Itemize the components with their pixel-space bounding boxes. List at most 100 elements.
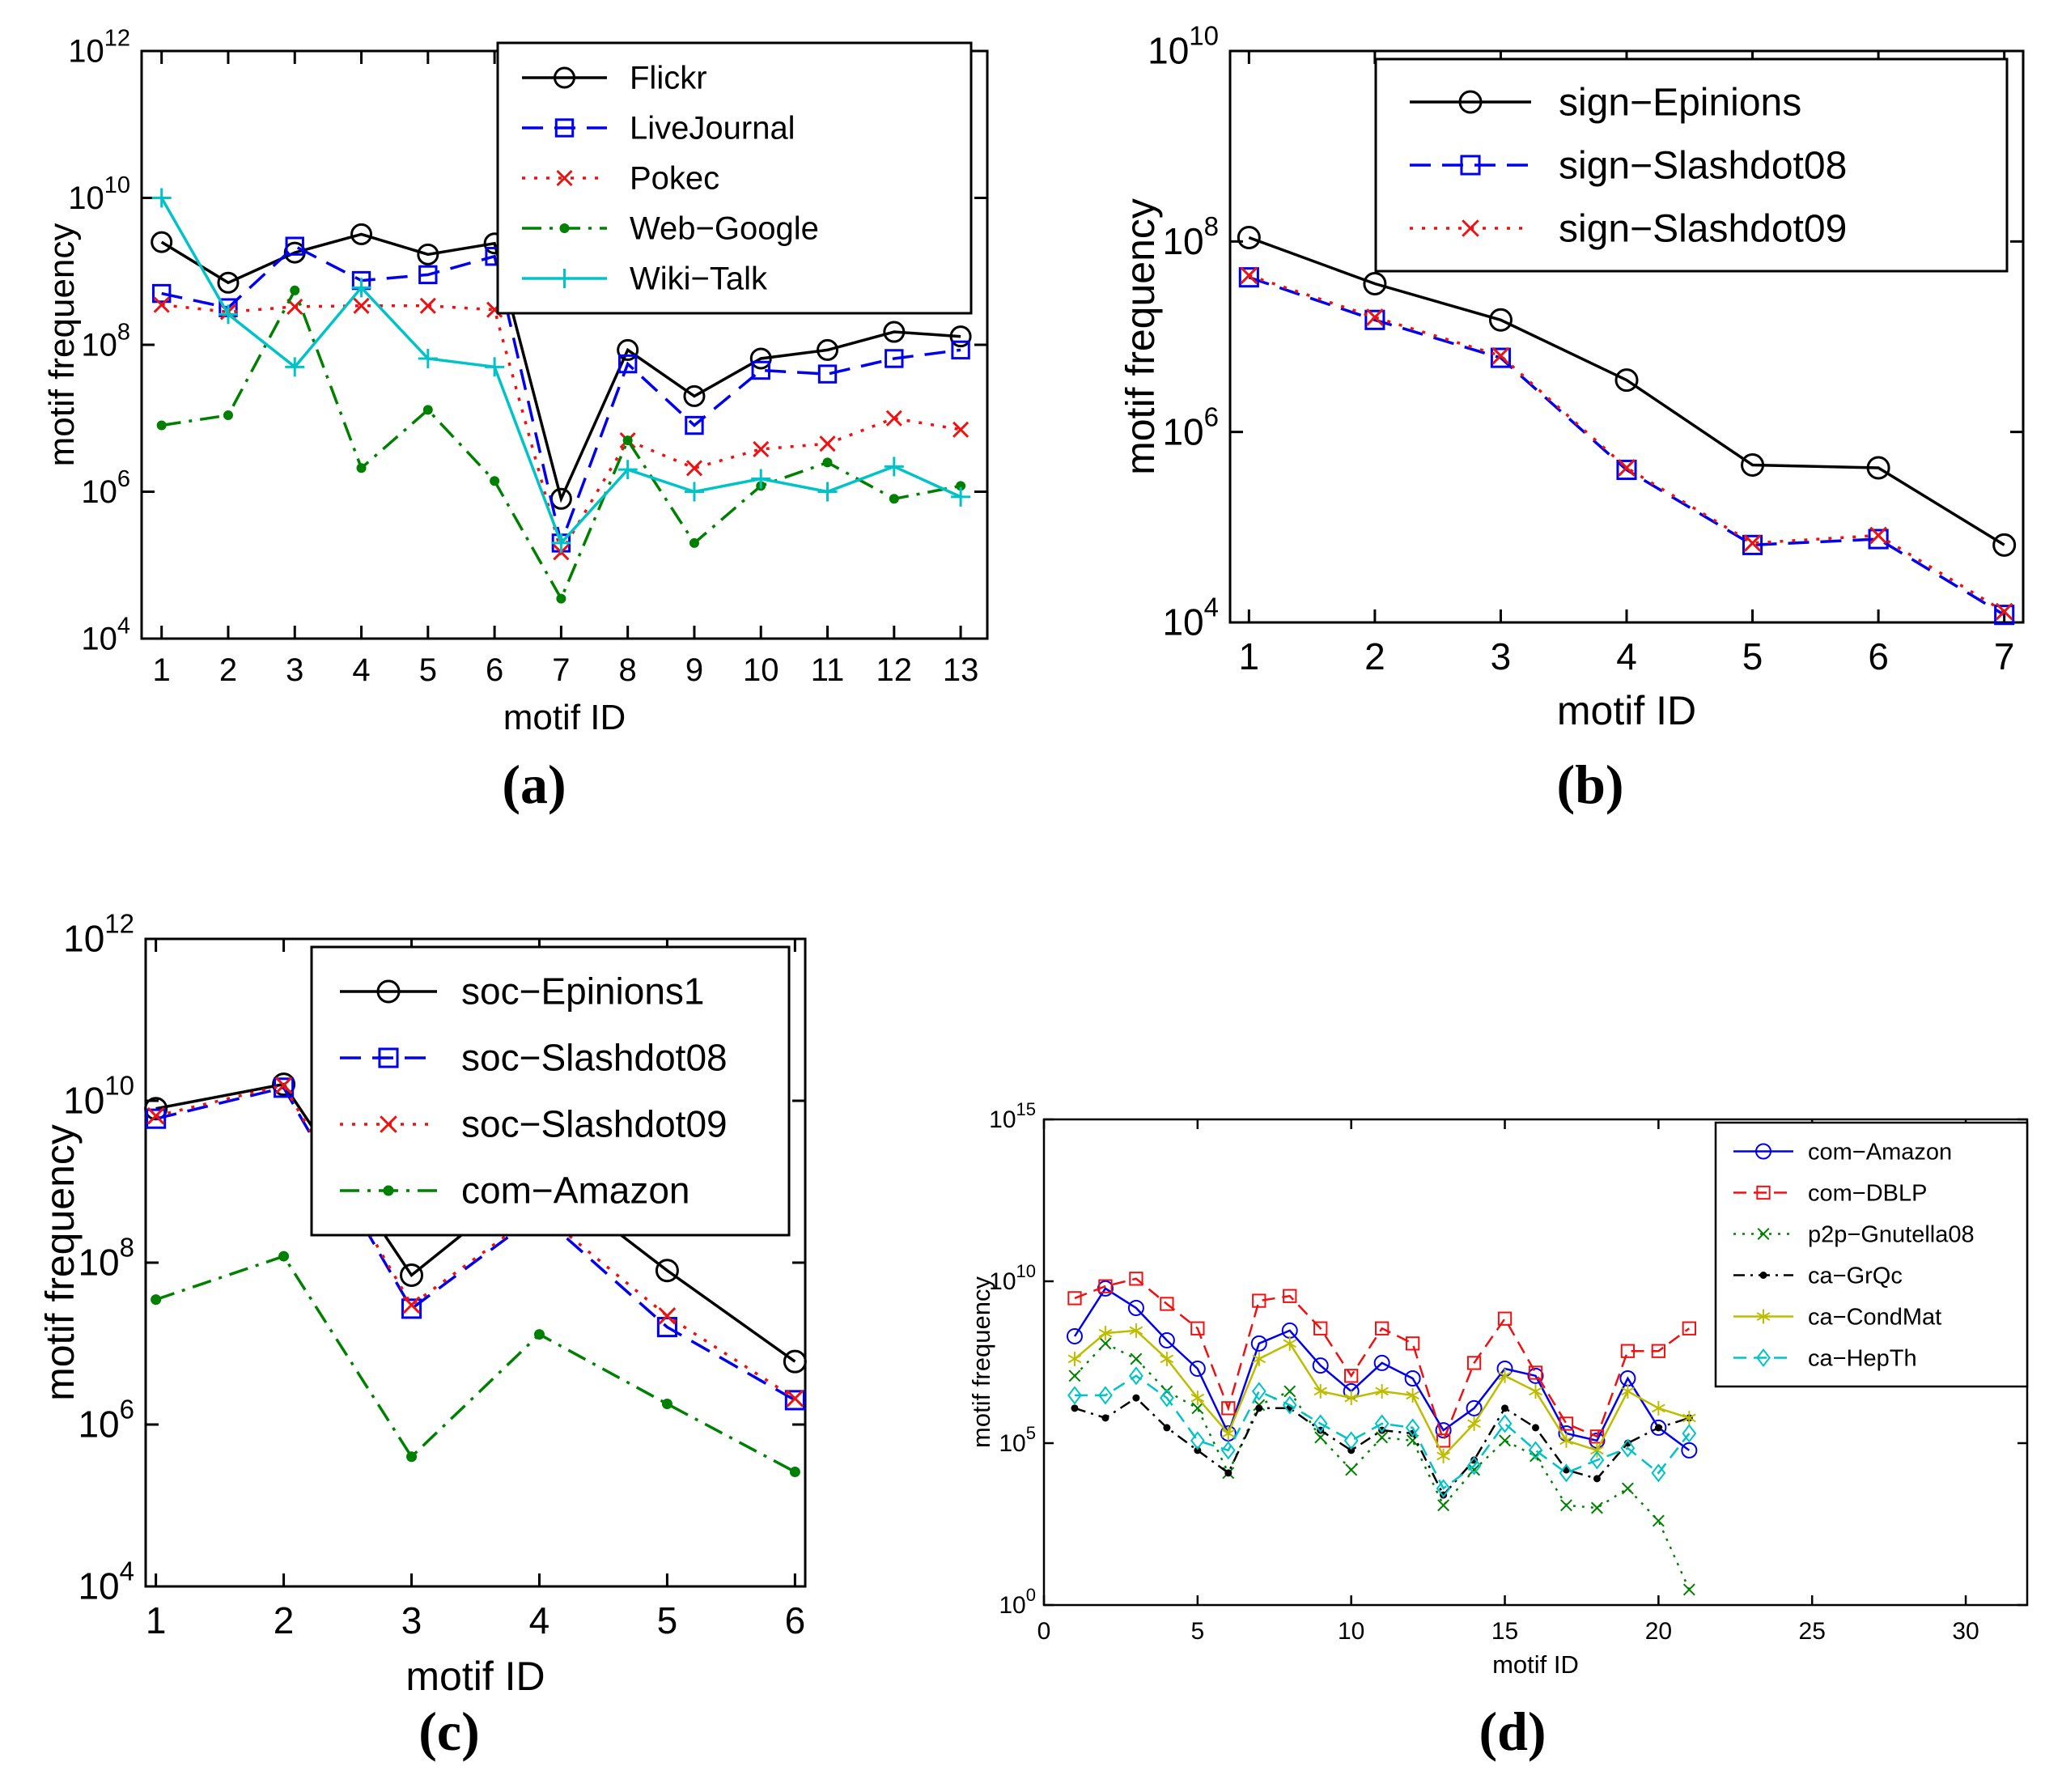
svg-text:1015: 1015 <box>989 1099 1036 1133</box>
legend-item-livejournal: LiveJournal <box>522 111 796 147</box>
legend-item-sign-slashdot08: sign−Slashdot08 <box>1410 144 1847 187</box>
series-sign-epinions <box>1237 225 2017 557</box>
svg-text:4: 4 <box>1616 635 1637 677</box>
svg-text:5: 5 <box>419 652 437 688</box>
svg-text:106: 106 <box>78 1395 134 1446</box>
svg-text:10: 10 <box>743 652 779 688</box>
chart-d-legend: com−Amazon com−DBLP p2p−Gnutella08 ca−GrQc c… <box>1714 1121 2029 1388</box>
svg-text:100: 100 <box>999 1585 1036 1619</box>
svg-text:3: 3 <box>401 1599 422 1641</box>
svg-text:4: 4 <box>529 1599 550 1641</box>
chart-d-ylabel: motif frequency <box>967 1276 995 1448</box>
svg-text:3: 3 <box>1491 635 1512 677</box>
svg-text:2: 2 <box>219 652 237 688</box>
legend-item-soc-slashdot09: soc−Slashdot09 <box>340 1103 728 1145</box>
svg-text:6: 6 <box>486 652 503 688</box>
svg-text:Pokec: Pokec <box>630 161 719 197</box>
legend-item-p2p-gnutella08: p2p−Gnutella08 <box>1733 1221 1975 1247</box>
series-com-dblp <box>1067 1272 1696 1448</box>
chart-c-legend: soc−Epinions1 soc−Slashdot08 soc−Slashdot0… <box>310 945 791 1237</box>
svg-text:20: 20 <box>1645 1618 1672 1645</box>
chart-d-xlabel: motif ID <box>1492 1650 1579 1675</box>
chart-a-legend: Flickr LiveJournal Pokec Web−Google Wiki−Tal… <box>496 41 973 315</box>
legend-item-sign-slashdot09: sign−Slashdot09 <box>1410 207 1847 250</box>
svg-text:11: 11 <box>811 652 845 688</box>
svg-text:soc−Slashdot09: soc−Slashdot09 <box>461 1103 728 1145</box>
series-sign-slashdot09 <box>1240 266 2013 621</box>
svg-text:1012: 1012 <box>68 26 130 70</box>
svg-text:1012: 1012 <box>63 911 134 960</box>
svg-text:p2p−Gnutella08: p2p−Gnutella08 <box>1808 1221 1975 1247</box>
svg-text:Wiki−Talk: Wiki−Talk <box>630 261 768 297</box>
legend-item-ca-hepth: ca−HepTh <box>1733 1345 1917 1371</box>
svg-text:ca−HepTh: ca−HepTh <box>1808 1345 1917 1371</box>
svg-text:5: 5 <box>1742 635 1763 677</box>
series-ca-hepth <box>1067 1366 1697 1498</box>
legend-item-ca-grqc: ca−GrQc <box>1733 1263 1903 1289</box>
chart-b-xlabel: motif ID <box>1557 688 1696 733</box>
svg-text:7: 7 <box>552 652 570 688</box>
panel-a: 1012 1010 108 106 104 1 2 3 4 5 6 7 8 9 10 11 12 13 motif … <box>42 12 1024 749</box>
svg-text:com−Amazon: com−Amazon <box>1808 1139 1952 1165</box>
svg-text:30: 30 <box>1952 1618 1979 1645</box>
svg-text:soc−Slashdot08: soc−Slashdot08 <box>461 1037 728 1079</box>
svg-text:105: 105 <box>999 1423 1036 1457</box>
chart-a-ylabel: motif frequency <box>45 223 82 467</box>
svg-text:Web−Google: Web−Google <box>630 211 819 247</box>
legend-item-com-dblp: com−DBLP <box>1733 1180 1927 1206</box>
series-sign-slashdot08 <box>1238 267 2015 626</box>
svg-text:LiveJournal: LiveJournal <box>630 111 796 147</box>
svg-text:ca−GrQc: ca−GrQc <box>1808 1263 1903 1289</box>
svg-text:6: 6 <box>1868 635 1889 677</box>
svg-text:1: 1 <box>153 652 171 688</box>
svg-text:2: 2 <box>1364 635 1385 677</box>
chart-c-canvas: 1012 1010 108 106 104 1 2 3 4 5 6 motif ID motif fre… <box>37 909 807 1699</box>
svg-text:5: 5 <box>657 1599 678 1641</box>
legend-item-soc-epinions1: soc−Epinions1 <box>340 970 704 1013</box>
chart-c: 1012 1010 108 106 104 1 2 3 4 5 6 motif ID motif fre… <box>37 909 854 1720</box>
chart-c-xlabel: motif ID <box>405 1654 545 1699</box>
svg-text:104: 104 <box>81 614 130 657</box>
chart-b-canvas: 1010 108 106 104 1 2 3 4 5 6 7 motif ID motif freque… <box>1118 21 2025 733</box>
svg-text:13: 13 <box>943 652 979 688</box>
svg-text:sign−Epinions: sign−Epinions <box>1559 81 1801 124</box>
svg-text:0: 0 <box>1037 1618 1051 1645</box>
panel-b: 1010 108 106 104 1 2 3 4 5 6 7 motif ID motif freque… <box>1118 12 2056 749</box>
svg-text:7: 7 <box>1994 635 2015 677</box>
series-soc-slashdot09 <box>146 1076 804 1408</box>
legend-item-sign-epinions: sign−Epinions <box>1410 81 1801 124</box>
legend-item-pokec: Pokec <box>522 161 719 197</box>
legend-item-ca-condmat: ca−CondMat <box>1733 1304 1941 1330</box>
svg-text:1010: 1010 <box>68 172 130 216</box>
svg-text:15: 15 <box>1491 1618 1518 1645</box>
legend-item-soc-slashdot08: soc−Slashdot08 <box>340 1037 728 1079</box>
legend-item-web-google: Web−Google <box>522 211 819 247</box>
caption-a: (a) <box>502 754 566 815</box>
legend-item-flickr: Flickr <box>522 61 707 96</box>
series-flickr <box>151 223 972 510</box>
svg-text:5: 5 <box>1191 1618 1205 1645</box>
svg-text:com−Amazon: com−Amazon <box>461 1170 690 1212</box>
svg-text:4: 4 <box>352 652 370 688</box>
chart-b-ylabel: motif frequency <box>1125 198 1163 475</box>
svg-text:1010: 1010 <box>1148 21 1219 72</box>
svg-text:106: 106 <box>1162 401 1219 452</box>
caption-d: (d) <box>1479 1701 1546 1762</box>
caption-b: (b) <box>1556 754 1624 815</box>
svg-text:6: 6 <box>785 1599 806 1641</box>
legend-item-wiki-talk: Wiki−Talk <box>522 261 768 297</box>
svg-text:2: 2 <box>274 1599 295 1641</box>
legend-item-com-amazon: com−Amazon <box>1733 1139 1952 1165</box>
svg-text:Flickr: Flickr <box>630 61 707 96</box>
svg-text:1010: 1010 <box>989 1261 1036 1295</box>
panel-c: 1012 1010 108 106 104 1 2 3 4 5 6 motif ID motif fre… <box>37 909 854 1720</box>
series-wiki-talk <box>151 188 971 553</box>
legend-item-com-amazon: com−Amazon <box>340 1170 690 1212</box>
svg-text:com−DBLP: com−DBLP <box>1808 1180 1927 1206</box>
svg-text:1: 1 <box>146 1599 167 1641</box>
series-ca-condmat <box>1067 1323 1696 1463</box>
chart-b-axes: 1010 108 106 104 1 2 3 4 5 6 7 <box>1148 21 2023 677</box>
svg-text:12: 12 <box>876 652 913 688</box>
svg-text:3: 3 <box>286 652 303 688</box>
